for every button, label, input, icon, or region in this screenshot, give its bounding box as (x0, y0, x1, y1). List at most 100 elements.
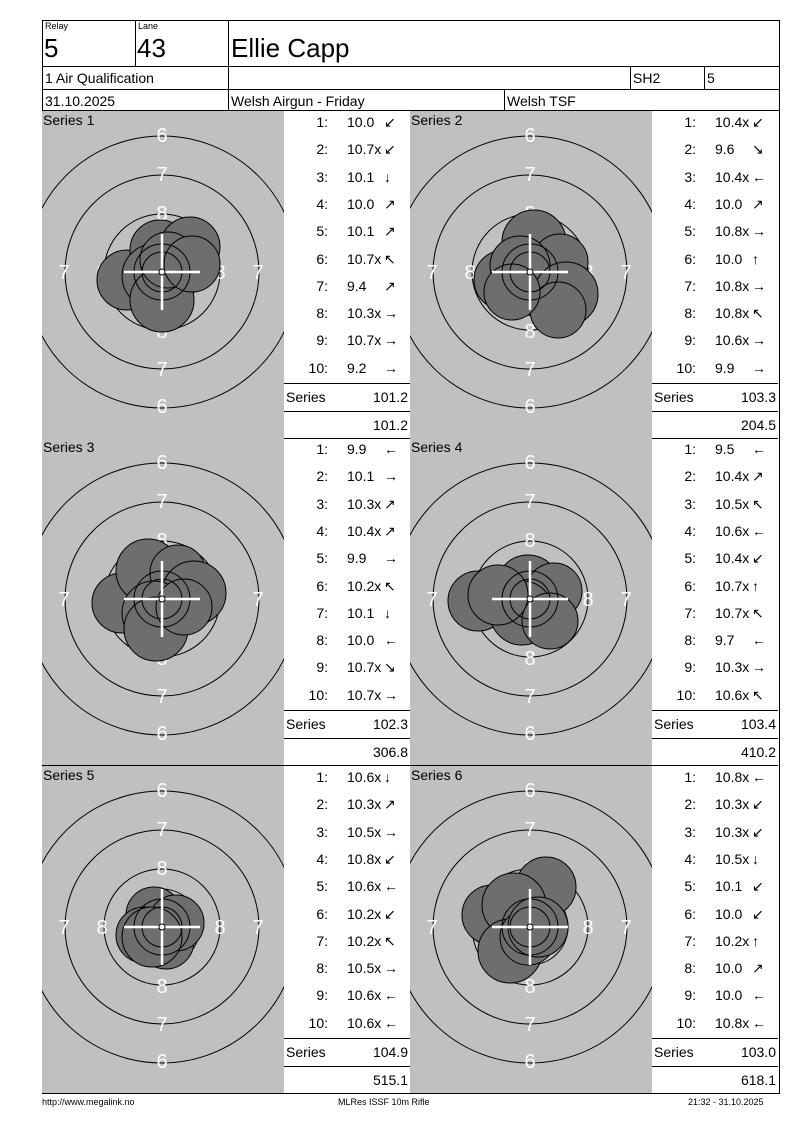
series-total-label: Series (286, 716, 326, 732)
ring-number: 6 (524, 1051, 535, 1073)
shot-score: 10.7x (347, 659, 382, 676)
shot-row: 6: 10.0 ↑ (652, 248, 778, 270)
shot-row: 6: 10.2x ↖ (284, 575, 410, 597)
shot-hole (163, 235, 221, 293)
shot-direction-icon: ↙ (384, 850, 396, 867)
shot-score: 10.7x (347, 332, 382, 349)
ring-number: 6 (524, 396, 535, 418)
ring-number: 8 (156, 858, 167, 880)
ring-number: 8 (524, 321, 535, 343)
shot-score: 9.7 (715, 632, 735, 649)
shot-score: 10.5x (715, 850, 750, 867)
footer-software: MLRes ISSF 10m Rifle (338, 1097, 430, 1107)
shot-row: 10: 10.6x ← (284, 1012, 410, 1034)
shot-score: 10.0 (715, 905, 743, 922)
shot-number: 9: (684, 332, 696, 349)
shot-direction-icon: ← (752, 441, 766, 457)
ring-number: 6 (156, 1051, 167, 1073)
shot-direction-icon: ← (384, 987, 398, 1004)
shot-direction-icon: ↖ (752, 305, 764, 322)
shot-row: 9: 10.6x → (652, 329, 778, 351)
shot-row: 10: 10.6x ↖ (652, 684, 778, 706)
shot-row: 4: 10.4x ↗ (284, 520, 410, 542)
shot-row: 2: 10.4x ↗ (652, 465, 778, 487)
ring-number: 6 (524, 125, 535, 147)
shot-score: 10.0 (715, 195, 743, 212)
shot-direction-icon: ↗ (752, 468, 764, 485)
target-image: 6 6 7 7 7 7 8 8 8 8 (42, 766, 284, 1093)
ring-number: 6 (524, 452, 535, 474)
shot-score: 10.1 (715, 878, 743, 895)
shot-number: 6: (684, 577, 696, 594)
footer-url[interactable]: http://www.megalink.no (42, 1097, 135, 1107)
ring-number: 7 (524, 1014, 535, 1036)
shot-number: 4: (316, 195, 328, 212)
shot-row: 10: 10.8x ← (652, 1012, 778, 1034)
series-title: Series 5 (43, 767, 95, 783)
shot-row: 4: 10.6x ← (652, 520, 778, 542)
shot-number: 2: (684, 796, 696, 813)
footer-timestamp: 21:32 - 31.10.2025 (688, 1097, 764, 1107)
shot-score: 10.0 (347, 114, 375, 130)
shot-number: 6: (316, 250, 328, 267)
shot-number: 9: (684, 987, 696, 1004)
shot-number: 8: (684, 305, 696, 322)
shot-row: 10: 9.9 → (652, 357, 778, 379)
shot-direction-icon: ↗ (384, 195, 396, 212)
shot-row: 1: 10.4x ↙ (652, 111, 778, 133)
shot-score: 10.0 (715, 250, 743, 267)
shot-score: 10.2x (347, 932, 382, 949)
shot-score: 10.6x (347, 987, 382, 1004)
shot-number: 5: (684, 878, 696, 895)
shot-direction-icon: ← (752, 769, 766, 785)
ring-number: 8 (464, 262, 475, 284)
shot-list: 1: 10.6x ↓ 2: 10.3x ↗ 3: 10.5x → 4: 10.8x ↙ 5: 10.6x ←… (284, 766, 410, 1093)
group-center-crosshair (124, 889, 200, 965)
shot-number: 7: (316, 932, 328, 949)
shot-direction-icon: ↓ (752, 850, 759, 867)
ring-number: 8 (96, 917, 107, 939)
ring-number: 7 (58, 262, 69, 284)
shot-row: 10: 10.7x → (284, 684, 410, 706)
shot-number: 7: (316, 277, 328, 294)
shot-number: 9: (316, 659, 328, 676)
shot-direction-icon: ↖ (384, 577, 396, 594)
shot-score: 9.9 (347, 550, 367, 567)
shot-row: 3: 10.4x ← (652, 166, 778, 188)
series-title: Series 6 (411, 767, 463, 783)
shot-number: 4: (684, 195, 696, 212)
shot-number: 2: (316, 468, 328, 485)
shot-direction-icon: → (384, 686, 398, 703)
shot-number: 3: (316, 823, 328, 840)
shot-number: 1: (684, 769, 696, 785)
shot-number: 8: (316, 632, 328, 649)
shot-row: 2: 9.6 ↘ (652, 138, 778, 160)
shot-row: 2: 10.7x ↙ (284, 138, 410, 160)
shot-number: 10: (676, 1014, 696, 1031)
shot-number: 8: (316, 960, 328, 977)
shot-row: 5: 10.8x → (652, 220, 778, 242)
group-center-crosshair (124, 561, 200, 637)
shot-direction-icon: ↗ (384, 796, 396, 813)
shot-direction-icon: → (384, 468, 398, 485)
shot-row: 5: 10.6x ← (284, 875, 410, 897)
ring-number: 7 (252, 262, 263, 284)
series-total-label: Series (654, 716, 694, 732)
shot-row: 1: 10.6x ↓ (284, 766, 410, 788)
series-title: Series 3 (43, 439, 95, 455)
shot-row: 9: 10.7x → (284, 329, 410, 351)
shot-direction-icon: ↖ (384, 250, 396, 267)
shot-row: 6: 10.0 ↙ (652, 903, 778, 925)
shot-score: 10.0 (347, 632, 375, 649)
shot-row: 2: 10.1 → (284, 465, 410, 487)
shot-direction-icon: ↙ (384, 141, 396, 158)
shot-direction-icon: ↘ (384, 659, 396, 676)
shot-number: 6: (316, 905, 328, 922)
shot-direction-icon: ↗ (384, 277, 396, 294)
shot-direction-icon: ↗ (384, 495, 396, 512)
shot-hole (521, 592, 579, 650)
shot-hole (155, 578, 213, 636)
club-name: Welsh TSF (507, 93, 576, 109)
